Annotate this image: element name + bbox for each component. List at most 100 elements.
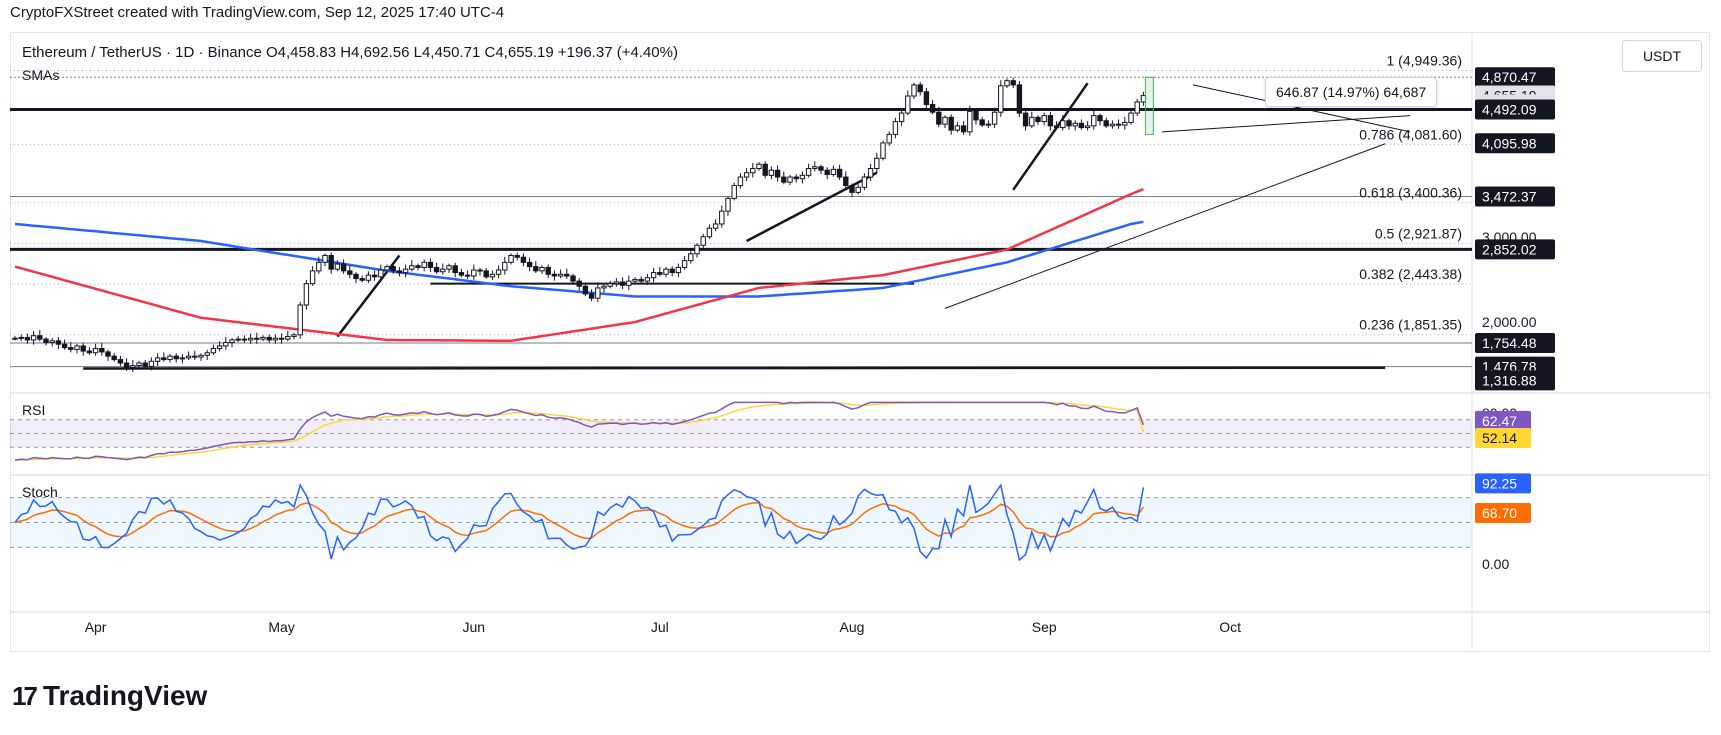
- candle-body: [55, 340, 62, 345]
- candle-body: [855, 186, 861, 193]
- candle-body: [681, 260, 688, 268]
- currency-button[interactable]: USDT: [1622, 40, 1702, 72]
- candle-body: [607, 283, 613, 287]
- price-badge-label: 1,316.88: [1482, 372, 1537, 388]
- sma-50-line: [14, 188, 1144, 343]
- chart-caption: CryptoFXStreet created with TradingView.…: [10, 4, 505, 21]
- candle-body: [74, 345, 80, 350]
- candle-body: [198, 354, 204, 358]
- candle-body: [303, 283, 310, 306]
- candle-body: [849, 185, 855, 193]
- candle-body: [936, 111, 942, 125]
- candle-body: [1041, 115, 1047, 123]
- tradingview-brand[interactable]: 17 TradingView: [12, 680, 207, 712]
- price-badge-label: 2,852.02: [1482, 241, 1537, 257]
- rsi-pane-label: RSI: [22, 402, 45, 418]
- time-axis-label: Apr: [85, 619, 107, 635]
- candle-body: [37, 335, 43, 340]
- candle-body: [272, 337, 279, 341]
- price-tick-label: 2,000.00: [1482, 314, 1537, 330]
- candle-body: [768, 169, 775, 176]
- candle-body: [836, 168, 843, 178]
- candle-body: [805, 168, 812, 176]
- trendline: [1161, 115, 1411, 133]
- candle-body: [1004, 80, 1010, 87]
- oscillator-badge-label: 62.47: [1482, 413, 1517, 429]
- brand-name: TradingView: [42, 680, 208, 711]
- candle-body: [1016, 84, 1023, 114]
- candle-body: [260, 336, 266, 340]
- candle-body: [86, 350, 93, 354]
- candle-body: [24, 336, 31, 341]
- candle-body: [161, 357, 167, 361]
- candle-body: [483, 270, 489, 278]
- candle-body: [793, 176, 799, 180]
- candle-body: [111, 355, 117, 361]
- candle-body: [241, 338, 248, 341]
- candle-body: [235, 338, 241, 341]
- price-pane: 1 (4,949.36) 0.786 (4,081.60) 0.618 (3,400…: [10, 34, 1710, 650]
- candle-body: [223, 342, 229, 347]
- indicator-label[interactable]: SMAs: [22, 67, 60, 83]
- oscillator-badge-label: 92.25: [1482, 475, 1517, 491]
- price-badge: [1475, 99, 1555, 120]
- fib-level-label: 1 (4,949.36): [1387, 52, 1463, 68]
- candle-body: [291, 334, 297, 338]
- candle-body: [1060, 120, 1066, 129]
- candle-body: [613, 281, 620, 285]
- price-range-measure: 646.87 (14.97%) 64,687: [1265, 77, 1438, 107]
- candle-body: [979, 119, 985, 126]
- candle-body: [130, 365, 136, 368]
- candle-body: [173, 355, 179, 360]
- candle-body: [508, 255, 514, 263]
- candle-body: [471, 269, 477, 277]
- candle-body: [601, 285, 607, 289]
- candle-body: [564, 273, 570, 277]
- candle-body: [551, 273, 558, 277]
- candle-body: [514, 255, 520, 258]
- symbol-legend[interactable]: Ethereum / TetherUS · 1D · Binance O4,45…: [22, 44, 678, 83]
- candle-body: [942, 116, 948, 125]
- price-badge-label: 4,492.09: [1482, 101, 1537, 117]
- candle-body: [502, 261, 508, 271]
- candle-body: [43, 338, 49, 344]
- trendline: [1192, 84, 1411, 133]
- candle-body: [210, 347, 217, 354]
- candle-body: [867, 168, 874, 178]
- candle-body: [371, 274, 378, 278]
- stoch-main-line: [14, 483, 1145, 562]
- candle-body: [427, 261, 434, 268]
- candle-body: [954, 125, 961, 131]
- candle-body: [192, 355, 198, 358]
- candle-body: [688, 253, 694, 262]
- candle-body: [204, 352, 210, 356]
- candle-body: [787, 176, 793, 183]
- candle-body: [582, 285, 589, 295]
- fib-level-label: 0.786 (4,081.60): [1359, 126, 1462, 142]
- candle-body: [278, 337, 285, 340]
- candle-body: [99, 347, 105, 353]
- candle-body: [1097, 115, 1103, 122]
- time-axis-label: Jul: [651, 619, 669, 635]
- oscillator-tick-label: 0.00: [1482, 556, 1509, 572]
- candle-body: [1010, 80, 1016, 86]
- candle-body: [762, 163, 768, 176]
- price-axis: 3,000.002,000.004,870.474,655.1902:19:15…: [1475, 67, 1555, 391]
- candle-body: [123, 362, 130, 368]
- candle-body: [1084, 125, 1091, 129]
- candle-body: [254, 337, 260, 340]
- candle-body: [80, 345, 86, 352]
- candle-body: [61, 343, 68, 349]
- candle-body: [1115, 123, 1122, 126]
- candle-body: [402, 268, 409, 274]
- candle-body: [812, 166, 818, 170]
- candle-body: [737, 176, 744, 187]
- candle-body: [489, 273, 496, 278]
- candle-body: [105, 351, 111, 357]
- candle-body: [148, 360, 155, 367]
- candle-body: [880, 142, 886, 159]
- candle-body: [464, 274, 471, 277]
- candle-body: [595, 287, 601, 299]
- candle-body: [675, 266, 682, 274]
